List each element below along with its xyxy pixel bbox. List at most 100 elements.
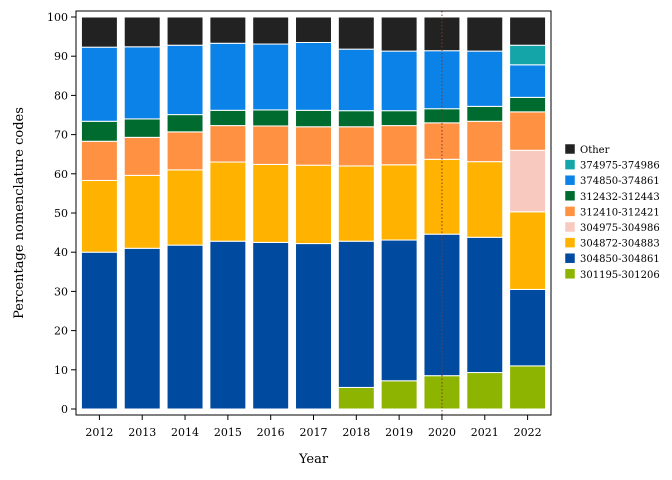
- bar-segment-2022-304872-304883: [509, 211, 547, 290]
- bar-segment-2019-304872-304883: [380, 164, 418, 241]
- legend-label: 301195-301206: [580, 270, 660, 281]
- bar-segment-2018-other: [337, 16, 375, 50]
- bar-segment-2022-304850-304861: [509, 288, 547, 367]
- y-tick-label: 40: [54, 246, 68, 259]
- bar-segment-2013-other: [123, 16, 161, 48]
- x-tick-label: 2016: [257, 426, 285, 439]
- bar-segment-2022-312410-312421: [509, 111, 547, 151]
- legend-swatch: [564, 174, 576, 186]
- bar-segment-2014-312410-312421: [166, 131, 204, 171]
- x-tick-label: 2012: [85, 426, 113, 439]
- legend-label: 374850-374861: [580, 176, 660, 187]
- x-tick-label: 2014: [171, 426, 199, 439]
- bar-segment-2014-374850-374861: [166, 44, 204, 116]
- y-tick-label: 10: [54, 364, 68, 377]
- bar-segment-2022-374850-374861: [509, 64, 547, 98]
- bar-segment-2017-304872-304883: [295, 164, 332, 245]
- y-axis: 0 10 20 30 40 50 60 70 80 90 100: [47, 11, 76, 416]
- x-axis-title: Year: [298, 452, 329, 467]
- bar-segment-2020-374850-374861: [423, 50, 461, 110]
- bar-segment-2016-other: [252, 16, 290, 45]
- bar-segment-2015-312410-312421: [209, 125, 247, 163]
- bar-segment-2021-374850-374861: [466, 50, 504, 107]
- x-tick-label: 2017: [300, 426, 328, 439]
- bar-segment-2013-304850-304861: [123, 247, 161, 410]
- bar-segment-2021-312432-312443: [466, 105, 504, 122]
- bar-segment-2019-301195-301206: [380, 380, 418, 410]
- y-tick-label: 30: [54, 285, 68, 298]
- bar-segment-2012-304850-304861: [80, 251, 118, 410]
- bar-segment-2018-301195-301206: [337, 386, 375, 410]
- legend-label: 304975-304986: [580, 223, 660, 234]
- legend-swatch: [564, 237, 576, 248]
- bar-segment-2015-other: [209, 16, 247, 44]
- bar-segment-2015-312432-312443: [209, 109, 247, 127]
- bar-segment-2021-312410-312421: [466, 120, 504, 163]
- bar-segment-2013-312432-312443: [123, 118, 161, 138]
- bar-segment-2019-304850-304861: [380, 239, 418, 382]
- y-tick-label: 100: [47, 11, 68, 24]
- x-tick-label: 2021: [471, 426, 499, 439]
- y-tick-label: 50: [54, 207, 68, 220]
- bar-segment-2016-312410-312421: [252, 125, 290, 165]
- bar-segment-2016-304872-304883: [252, 163, 290, 243]
- legend-label: 374975-374986: [580, 161, 660, 172]
- x-tick-label: 2019: [385, 426, 413, 439]
- bar-segment-2016-374850-374861: [252, 43, 290, 111]
- bar-segment-2022-304975-304986: [509, 149, 547, 213]
- legend-swatch: [564, 252, 576, 264]
- x-axis: 2012 2013 2014 2015 2016 2017 2018 2019 2020 2021…: [85, 415, 542, 439]
- x-tick-label: 2018: [342, 426, 370, 439]
- bar-segment-2017-312410-312421: [295, 126, 332, 166]
- bar-segment-2017-312432-312443: [295, 109, 332, 128]
- legend-swatch: [564, 268, 576, 280]
- bar-segment-2012-other: [80, 16, 118, 48]
- bar-segment-2013-304872-304883: [123, 174, 161, 249]
- legend-swatch: [564, 190, 576, 202]
- bar-segment-2019-374850-374861: [380, 50, 418, 112]
- bar-segment-2018-304872-304883: [337, 165, 375, 242]
- legend: Other 374975-374986 374850-374861 312432-31…: [564, 143, 660, 281]
- bar-segment-2018-374850-374861: [337, 48, 375, 112]
- bar-segment-2014-other: [166, 16, 204, 46]
- y-axis-title: Percentage nomenclature codes: [12, 107, 27, 319]
- y-tick-label: 20: [54, 325, 68, 338]
- bar-segment-2014-304872-304883: [166, 169, 204, 246]
- bar-segment-2012-374850-374861: [80, 46, 118, 122]
- bar-segment-2021-other: [466, 16, 504, 52]
- bar-segment-2015-304850-304861: [209, 240, 247, 410]
- bar-segment-2018-312432-312443: [337, 110, 375, 128]
- bar-segment-2019-312432-312443: [380, 110, 418, 127]
- legend-swatch: [564, 143, 576, 155]
- bar-segment-2012-304872-304883: [80, 179, 118, 253]
- bar-segment-2016-312432-312443: [252, 109, 290, 127]
- bar-segment-2018-312410-312421: [337, 126, 375, 167]
- bars-group: [80, 16, 547, 410]
- bar-segment-2015-374850-374861: [209, 42, 247, 111]
- bar-segment-2017-374850-374861: [295, 41, 332, 111]
- bar-segment-2022-301195-301206: [509, 365, 547, 410]
- bar-segment-2017-other: [295, 16, 332, 43]
- bar-segment-2012-312432-312443: [80, 120, 118, 142]
- bar-segment-2022-312432-312443: [509, 96, 547, 113]
- y-tick-label: 80: [54, 89, 68, 102]
- bar-segment-2017-304850-304861: [295, 243, 332, 410]
- legend-label: 304850-304861: [580, 254, 660, 265]
- bar-segment-2022-374975-374986: [509, 44, 547, 66]
- bar-segment-2021-304872-304883: [466, 161, 504, 238]
- bar-segment-2019-other: [380, 16, 418, 52]
- bar-segment-2013-374850-374861: [123, 46, 161, 120]
- x-tick-label: 2020: [428, 426, 456, 439]
- legend-label: 312432-312443: [580, 192, 660, 203]
- y-tick-label: 90: [54, 50, 68, 63]
- bar-segment-2019-312410-312421: [380, 125, 418, 166]
- legend-label: Other: [580, 145, 610, 156]
- bar-segment-2015-304872-304883: [209, 161, 247, 242]
- bar-segment-2014-304850-304861: [166, 244, 204, 410]
- x-tick-label: 2013: [128, 426, 156, 439]
- y-tick-label: 60: [54, 168, 68, 181]
- bar-segment-2018-304850-304861: [337, 240, 375, 388]
- legend-swatch: [564, 206, 576, 217]
- legend-swatch: [564, 221, 576, 233]
